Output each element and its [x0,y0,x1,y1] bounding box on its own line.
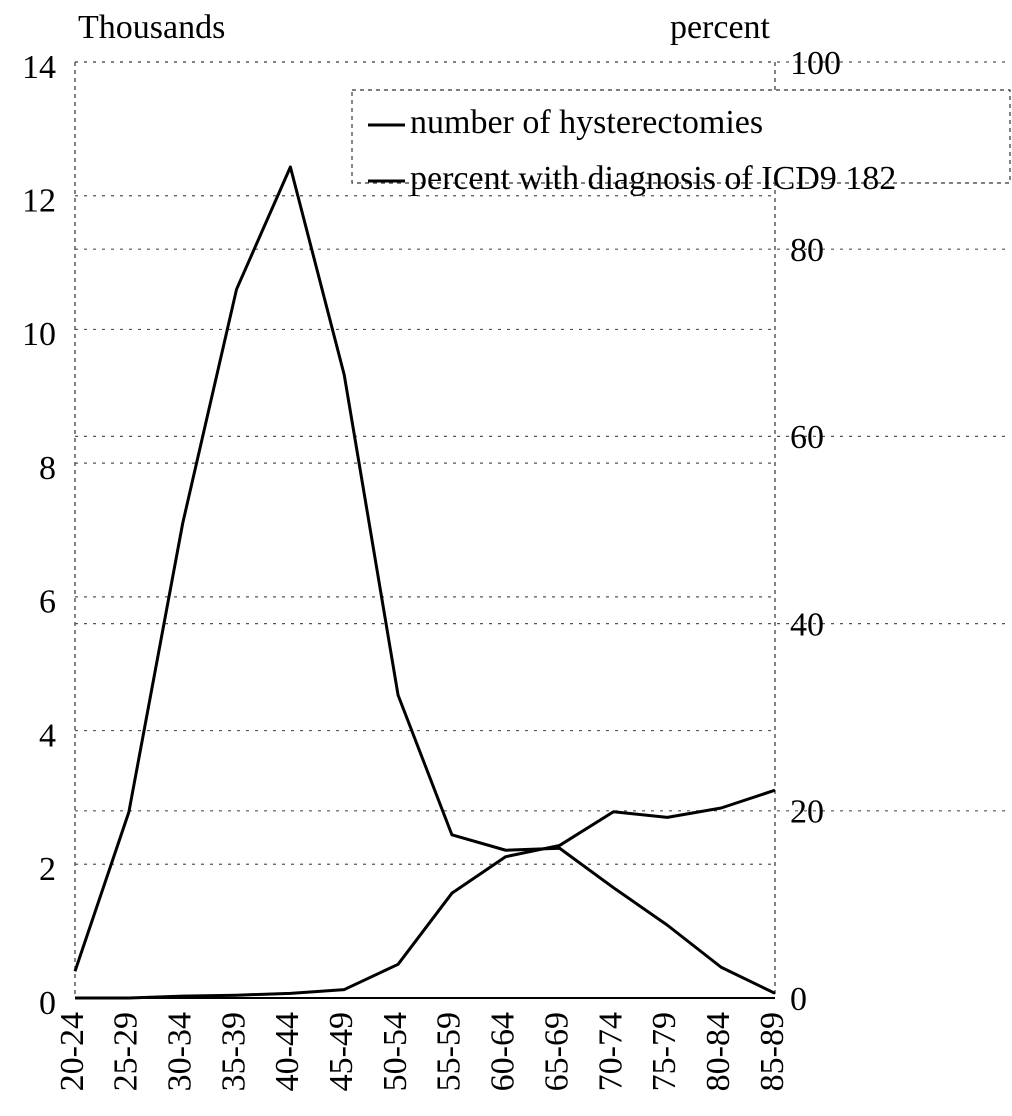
y-tick-label: 6 [39,584,56,621]
y-axis-label: Thousands [78,9,225,46]
y-tick-label: 12 [22,183,56,220]
x-tick-label: 35-39 [215,1012,252,1091]
y2-tick-label: 40 [790,606,824,643]
y2-tick-label: 80 [790,232,824,269]
y-tick-label: 10 [22,316,56,353]
legend-label: percent with diagnosis of ICD9 182 [410,160,896,197]
series-line [73,165,776,995]
x-tick-label: 45-49 [323,1012,360,1091]
series-line [75,788,776,1000]
x-tick-label: 65-69 [538,1012,575,1091]
y-tick-label: 14 [22,49,56,86]
x-tick-label: 50-54 [377,1012,414,1091]
x-tick-label: 70-74 [592,1012,629,1091]
x-tick-label: 60-64 [485,1012,522,1091]
x-tick-label: 40-44 [269,1012,306,1091]
y-tick-label: 8 [39,450,56,487]
y2-tick-label: 60 [790,419,824,456]
x-tick-label: 20-24 [54,1012,91,1091]
legend-label: number of hysterectomies [410,104,763,141]
y2-axis-label: percent [670,9,771,46]
x-tick-label: 75-79 [646,1012,683,1091]
y-tick-label: 0 [39,985,56,1022]
x-tick-label: 30-34 [161,1012,198,1091]
x-tick-label: 25-29 [108,1012,145,1091]
x-tick-label: 55-59 [431,1012,468,1091]
y2-tick-label: 0 [790,981,807,1018]
y-tick-label: 2 [39,851,56,888]
y2-tick-label: 20 [790,794,824,831]
legend [351,89,1011,184]
x-tick-label: 80-84 [700,1012,737,1091]
y2-tick-label: 100 [790,45,841,82]
x-tick-label: 85-89 [754,1012,791,1091]
y-tick-label: 4 [39,717,56,754]
